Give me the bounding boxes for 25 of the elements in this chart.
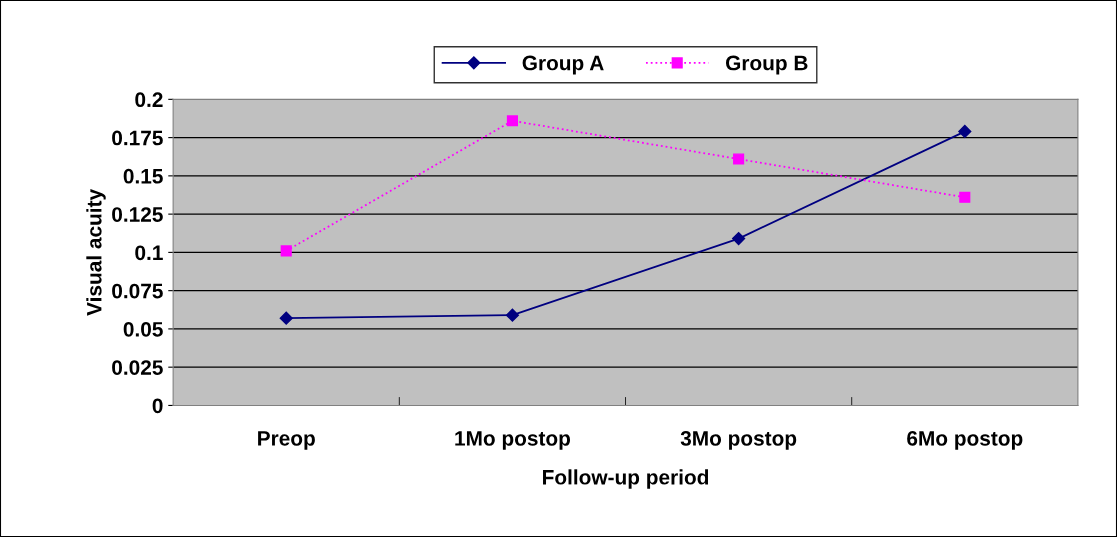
y-tick-label: 0.025: [112, 360, 163, 375]
y-tick-label: 0.05: [123, 321, 163, 337]
y-tick-label: 0.175: [112, 130, 163, 146]
x-tick-label: 3Mo postop: [680, 430, 797, 450]
x-tick-label: 1Mo postop: [455, 431, 571, 450]
point: [505, 308, 520, 322]
y-tick-label: 0.075: [112, 283, 163, 299]
point: [959, 191, 971, 203]
x-tick-label: Preop: [258, 431, 315, 450]
x-tick-label: 6Mo postop: [907, 430, 1023, 450]
y-tick-label: 0.1: [135, 245, 163, 261]
point: [506, 115, 518, 127]
y-tick-label: 0: [152, 398, 163, 414]
legend-label: Group A: [522, 55, 604, 75]
legend-label: Group B: [725, 55, 808, 75]
point: [733, 153, 745, 165]
x-axis-title: Follow-up period: [543, 469, 709, 489]
y-tick-label: 0.2: [135, 92, 163, 108]
point: [279, 311, 293, 325]
y-tick-label: 0.15: [123, 168, 163, 184]
y-axis-title: Visual acuity: [86, 188, 106, 316]
point: [732, 232, 746, 246]
point: [280, 245, 292, 257]
point: [958, 124, 972, 139]
y-tick-label: 0.125: [112, 207, 163, 222]
